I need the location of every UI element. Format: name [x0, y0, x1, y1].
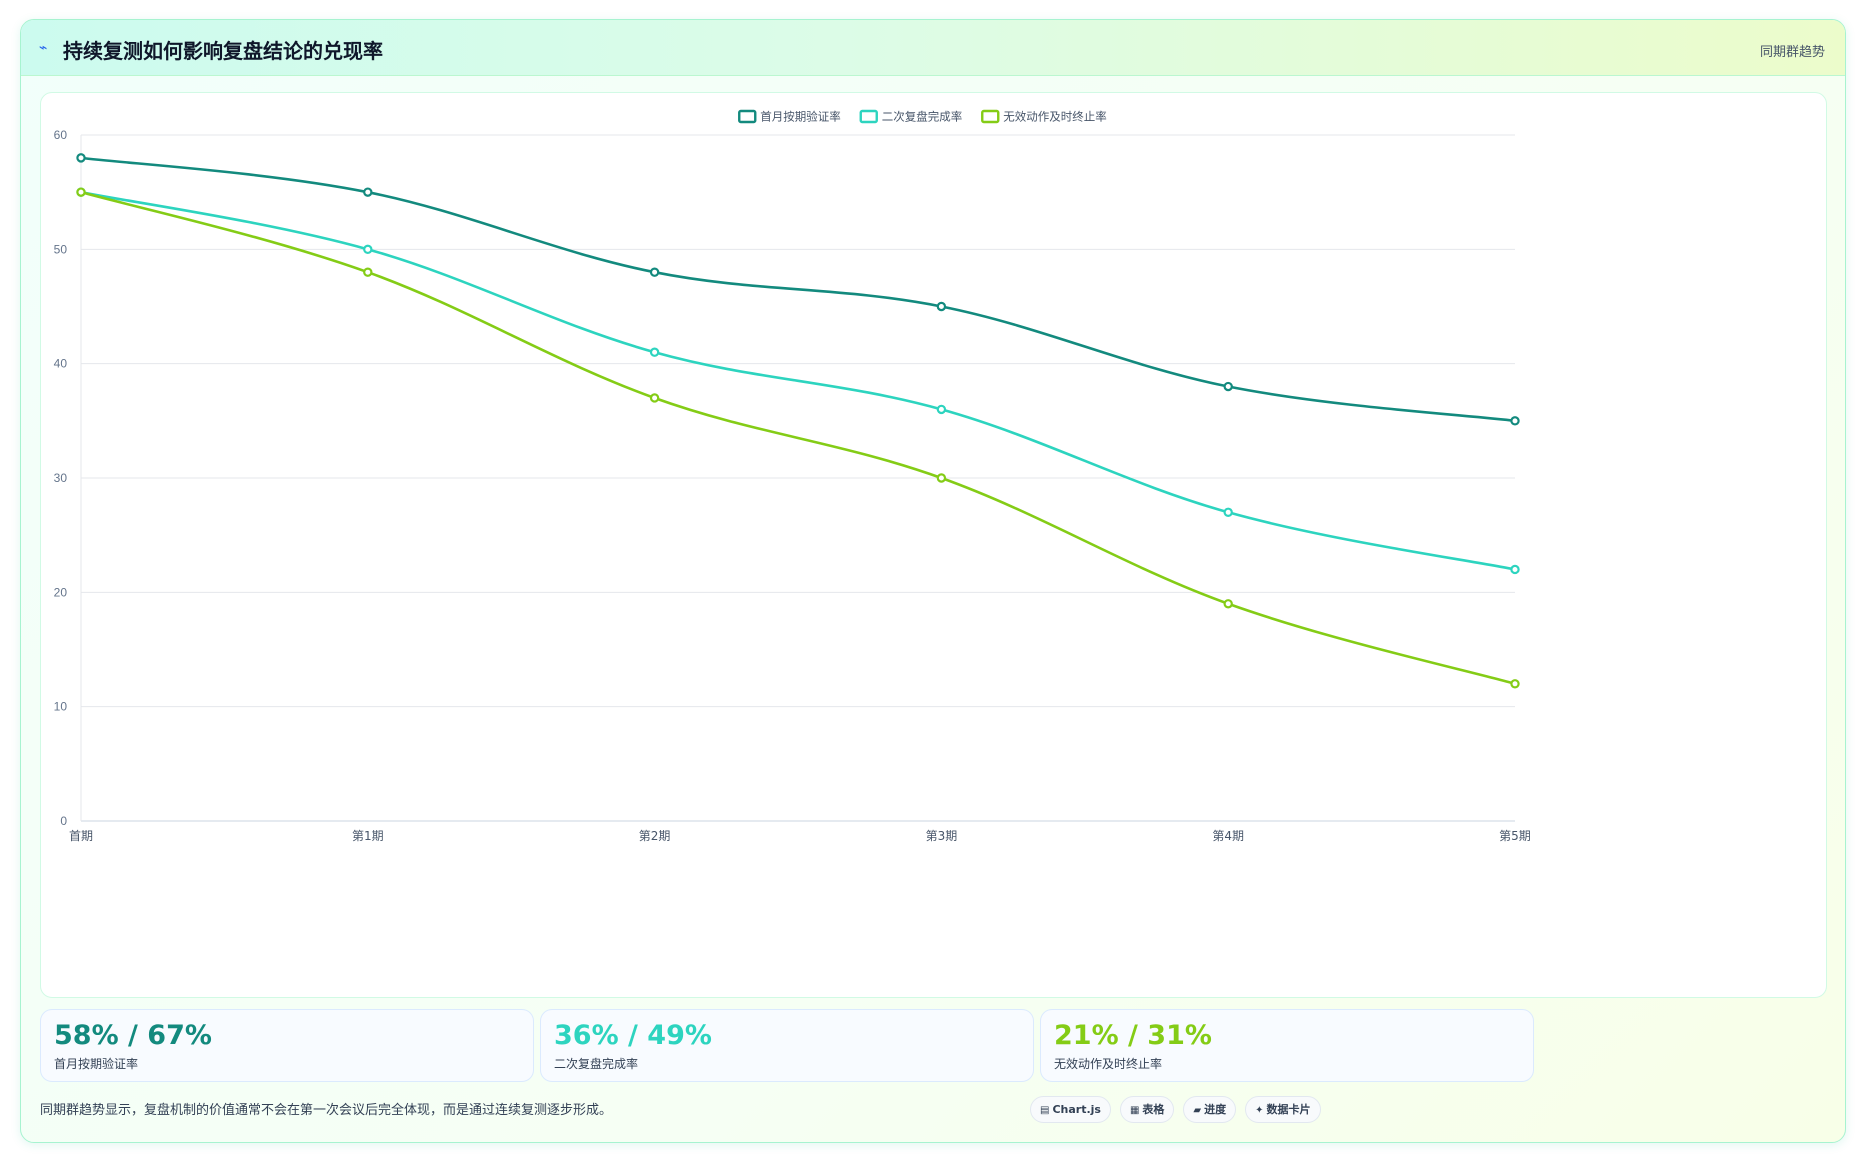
data-point [1510, 564, 1520, 575]
chart-panel: 0 10 20 30 40 50 60 首期 第1期 第2期 第3期 第4期 第5期 首月按期验证率 二次复… [40, 92, 1827, 998]
x-tick-label: 第5期 [1499, 829, 1531, 843]
stat-label: 无效动作及时终止率 [1054, 1057, 1163, 1071]
line-chart: 0 10 20 30 40 50 60 首期 第1期 第2期 第3期 第4期 第5期 首月按期验证率 二次复… [54, 109, 1531, 844]
y-tick-label: 20 [54, 585, 68, 599]
card-header: ⌁ 持续复测如何影响复盘结论的兑现率 同期群趋势 [21, 20, 1845, 76]
stat-value: 21% / 31% [1054, 1020, 1212, 1051]
progress-icon: ▰ [1193, 1105, 1202, 1116]
stat-label: 二次复盘完成率 [554, 1057, 639, 1071]
y-tick-label: 30 [54, 471, 68, 485]
chip-progress[interactable]: ▰ 进度 [1183, 1096, 1237, 1123]
legend-label: 二次复盘完成率 [882, 110, 963, 124]
y-tick-label: 0 [60, 814, 67, 828]
x-tick-label: 第4期 [1212, 829, 1244, 843]
stat-card-1: 58% / 67% 首月按期验证率 [40, 1009, 534, 1082]
chip-label: Chart.js [1052, 1103, 1101, 1116]
data-point [649, 347, 660, 357]
series-line-3 [79, 190, 1517, 686]
footer-note: 同期群趋势显示，复盘机制的价值通常不会在第一次会议后完全体现，而是通过连续复测逐… [40, 1103, 613, 1118]
x-tick-label: 第3期 [926, 829, 958, 843]
chart-icon: ▤ [1040, 1105, 1050, 1116]
y-tick-label: 60 [54, 128, 68, 142]
data-point [363, 267, 373, 277]
data-point [1223, 381, 1233, 392]
legend-label: 首月按期验证率 [760, 110, 841, 124]
data-point [936, 301, 947, 312]
data-point [363, 244, 373, 255]
card-icon: ✦ [1255, 1105, 1264, 1116]
sparkle-icon: ⌁ [39, 40, 48, 56]
legend-swatch [981, 109, 1000, 124]
y-tick-label: 10 [54, 700, 68, 714]
x-tick-label: 第1期 [352, 829, 384, 843]
data-point [1223, 599, 1233, 609]
data-point [649, 267, 660, 277]
chip-data-card[interactable]: ✦ 数据卡片 [1245, 1096, 1321, 1123]
stat-value: 36% / 49% [554, 1020, 712, 1051]
data-point [1510, 679, 1520, 689]
data-point [76, 153, 86, 163]
legend-label: 无效动作及时终止率 [1003, 110, 1107, 124]
chip-chartjs[interactable]: ▤ Chart.js [1030, 1096, 1111, 1123]
series-line-2 [79, 190, 1517, 571]
series-line-1 [79, 156, 1517, 423]
table-icon: ▦ [1129, 1105, 1140, 1116]
stat-label: 首月按期验证率 [54, 1057, 139, 1071]
stat-card-2: 36% / 49% 二次复盘完成率 [540, 1009, 1034, 1082]
y-tick-label: 50 [54, 242, 68, 256]
y-tick-label: 40 [54, 357, 68, 371]
x-tick-label: 首期 [69, 829, 93, 843]
legend-swatch [738, 109, 757, 124]
chip-row: ▤ Chart.js ▦ 表格 ▰ 进度 ✦ 数据卡片 [1030, 1096, 1321, 1123]
legend-swatch [859, 109, 878, 124]
data-point [936, 404, 947, 415]
data-point [649, 393, 660, 403]
stat-card-3: 21% / 31% 无效动作及时终止率 [1040, 1009, 1534, 1082]
stat-value: 58% / 67% [54, 1020, 212, 1051]
chip-table[interactable]: ▦ 表格 [1119, 1096, 1175, 1123]
chip-label: 表格 [1142, 1103, 1165, 1116]
chip-label: 进度 [1204, 1103, 1227, 1116]
chart-card: ⌁ 持续复测如何影响复盘结论的兑现率 同期群趋势 0 10 20 30 40 50 60 首期… [20, 19, 1846, 1143]
x-tick-label: 第2期 [639, 829, 671, 843]
page-title: 持续复测如何影响复盘结论的兑现率 [63, 39, 383, 63]
data-point [363, 187, 373, 197]
data-point [1223, 507, 1233, 517]
data-point [936, 473, 947, 483]
data-point [76, 187, 86, 197]
header-tag: 同期群趋势 [1759, 45, 1825, 60]
data-point [1510, 416, 1520, 426]
chip-label: 数据卡片 [1266, 1103, 1311, 1116]
